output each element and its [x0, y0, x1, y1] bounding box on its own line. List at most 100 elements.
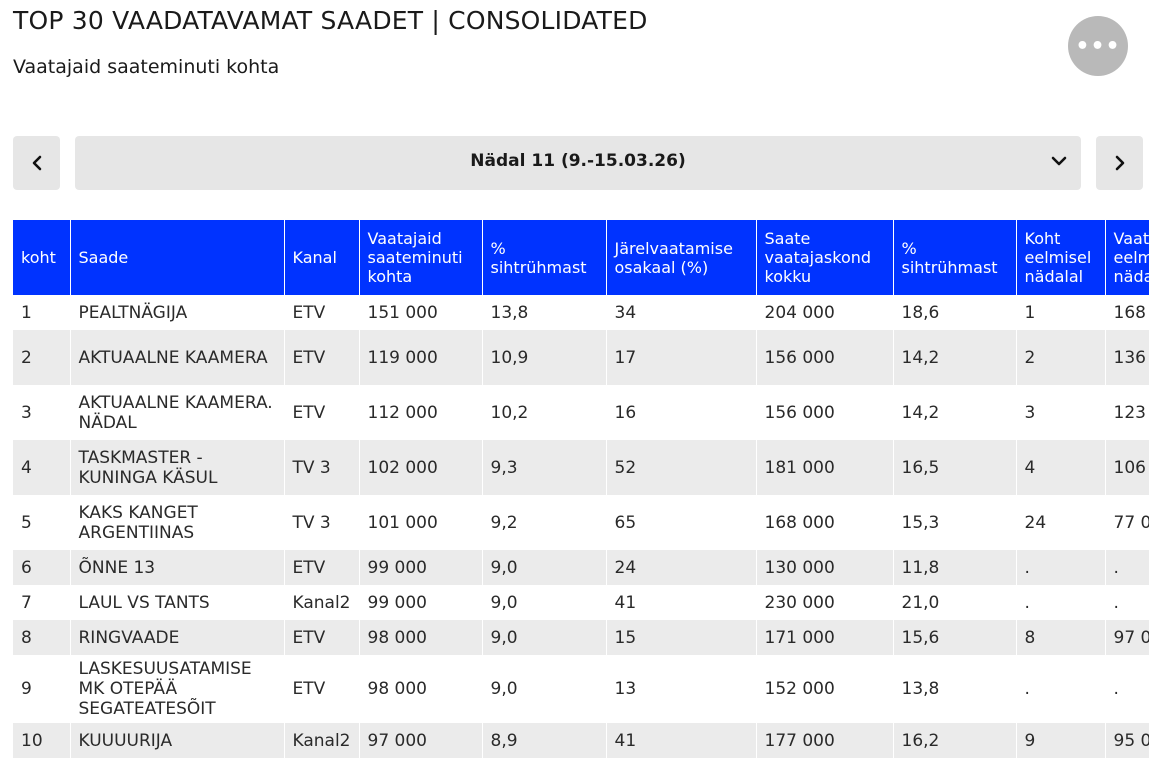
- column-header-show[interactable]: Saade: [70, 220, 285, 295]
- next-week-button[interactable]: [1096, 136, 1143, 190]
- week-select[interactable]: Nädal 11 (9.-15.03.26): [75, 136, 1081, 190]
- cell-previous-viewers: 123 000: [1105, 385, 1149, 440]
- ratings-table-container[interactable]: koht Saade Kanal Vaatajaid saateminuti koht…: [13, 220, 1149, 768]
- table-row: 2 AKTUAALNE KAAMERA ETV 119 000 10,9 17 156 00…: [13, 330, 1149, 385]
- cell-target-share: 9,0: [482, 585, 607, 620]
- table-row: 9 LASKESUUSATAMISE MK OTEPÄÄ SEGATEATESÕI…: [13, 655, 1149, 723]
- chevron-right-icon: [1115, 155, 1124, 171]
- cell-rank: 5: [13, 495, 71, 550]
- cell-target-share: 10,9: [482, 330, 607, 385]
- column-header-channel[interactable]: Kanal: [284, 220, 360, 295]
- cell-target-share: 9,0: [482, 655, 607, 723]
- table-row: 5 KAKS KANGET ARGENTIINAS TV 3 101 000 9,2 65…: [13, 495, 1149, 550]
- cell-viewers-per-minute: 98 000: [359, 620, 483, 655]
- cell-viewers-per-minute: 119 000: [359, 330, 483, 385]
- cell-viewers-per-minute: 112 000: [359, 385, 483, 440]
- cell-catchup-share: 15: [606, 620, 757, 655]
- cell-show: KUUUURIJA: [70, 723, 285, 758]
- cell-rank: 6: [13, 550, 71, 585]
- cell-target-share: 8,9: [482, 723, 607, 758]
- cell-rank: 2: [13, 330, 71, 385]
- table-row: 3 AKTUAALNE KAAMERA. NÄDAL ETV 112 000 10,2 1…: [13, 385, 1149, 440]
- cell-channel: ETV: [284, 330, 360, 385]
- column-header-rank[interactable]: koht: [13, 220, 71, 295]
- cell-viewers-per-minute: 99 000: [359, 550, 483, 585]
- cell-total-target-share: 14,2: [893, 330, 1017, 385]
- cell-total-target-share: 16,5: [893, 440, 1017, 495]
- cell-previous-rank: 9: [1016, 723, 1106, 758]
- column-header-viewers-per-minute[interactable]: Vaatajaid saateminuti kohta: [359, 220, 483, 295]
- cell-target-share: 9,0: [482, 620, 607, 655]
- cell-viewers-per-minute: 98 000: [359, 655, 483, 723]
- cell-rank: 9: [13, 655, 71, 723]
- cell-previous-viewers: .: [1105, 585, 1149, 620]
- cell-total-audience: 230 000: [756, 585, 894, 620]
- cell-catchup-share: 41: [606, 585, 757, 620]
- cell-show: RINGVAADE: [70, 620, 285, 655]
- cell-total-audience: 204 000: [756, 295, 894, 330]
- table-row: 8 RINGVAADE ETV 98 000 9,0 15 171 000 15,6 8 97 0…: [13, 620, 1149, 655]
- cell-previous-rank: 24: [1016, 495, 1106, 550]
- table-row: 10 KUUUURIJA Kanal2 97 000 8,9 41 177 000 16,2 9…: [13, 723, 1149, 758]
- cell-total-target-share: 15,3: [893, 495, 1017, 550]
- cell-catchup-share: 17: [606, 330, 757, 385]
- cell-channel: Kanal2: [284, 585, 360, 620]
- cell-previous-viewers: 136 000: [1105, 330, 1149, 385]
- cell-show: KAKS KANGET ARGENTIINAS: [70, 495, 285, 550]
- column-header-total-target-share[interactable]: % sihtrühmast: [893, 220, 1017, 295]
- cell-total-target-share: 11,8: [893, 550, 1017, 585]
- cell-total-audience: 171 000: [756, 620, 894, 655]
- cell-previous-rank: 1: [1016, 295, 1106, 330]
- cell-channel: ETV: [284, 620, 360, 655]
- cell-previous-rank: .: [1016, 585, 1106, 620]
- cell-channel: Kanal2: [284, 723, 360, 758]
- cell-target-share: 9,0: [482, 550, 607, 585]
- cell-target-share: 13,8: [482, 295, 607, 330]
- cell-rank: 7: [13, 585, 71, 620]
- more-options-button[interactable]: •••: [1068, 16, 1128, 76]
- table-header-row: koht Saade Kanal Vaatajaid saateminuti koht…: [13, 220, 1149, 295]
- cell-total-audience: 181 000: [756, 440, 894, 495]
- chevron-down-icon: [1051, 156, 1067, 166]
- cell-total-target-share: 14,2: [893, 385, 1017, 440]
- cell-viewers-per-minute: 102 000: [359, 440, 483, 495]
- cell-show: ÕNNE 13: [70, 550, 285, 585]
- cell-previous-viewers: .: [1105, 655, 1149, 723]
- column-header-previous-viewers[interactable]: Vaatajaid eelmisel nädalal: [1105, 220, 1149, 295]
- page-title: TOP 30 VAADATAVAMAT SAADET | CONSOLIDATE…: [13, 6, 648, 35]
- cell-target-share: 10,2: [482, 385, 607, 440]
- cell-rank: 8: [13, 620, 71, 655]
- cell-channel: TV 3: [284, 440, 360, 495]
- cell-channel: ETV: [284, 655, 360, 723]
- cell-channel: ETV: [284, 385, 360, 440]
- table-row: 1 PEALTNÄGIJA ETV 151 000 13,8 34 204 000 18,6 1…: [13, 295, 1149, 330]
- cell-total-audience: 152 000: [756, 655, 894, 723]
- cell-show: AKTUAALNE KAAMERA: [70, 330, 285, 385]
- chevron-left-icon: [32, 155, 41, 171]
- column-header-total-audience[interactable]: Saate vaatajaskond kokku: [756, 220, 894, 295]
- cell-previous-viewers: 106 000: [1105, 440, 1149, 495]
- previous-week-button[interactable]: [13, 136, 60, 190]
- table-row: 7 LAUL VS TANTS Kanal2 99 000 9,0 41 230 000 21…: [13, 585, 1149, 620]
- cell-total-audience: 168 000: [756, 495, 894, 550]
- cell-show: PEALTNÄGIJA: [70, 295, 285, 330]
- column-header-target-share[interactable]: % sihtrühmast: [482, 220, 607, 295]
- cell-show: LASKESUUSATAMISE MK OTEPÄÄ SEGATEATESÕIT: [70, 655, 285, 723]
- column-header-catchup-share[interactable]: Järelvaatamise osakaal (%): [606, 220, 757, 295]
- table-body: 1 PEALTNÄGIJA ETV 151 000 13,8 34 204 000 18,6 1…: [13, 295, 1149, 758]
- cell-catchup-share: 16: [606, 385, 757, 440]
- cell-previous-viewers: .: [1105, 550, 1149, 585]
- cell-previous-rank: 8: [1016, 620, 1106, 655]
- cell-total-target-share: 16,2: [893, 723, 1017, 758]
- cell-viewers-per-minute: 151 000: [359, 295, 483, 330]
- cell-catchup-share: 13: [606, 655, 757, 723]
- cell-previous-viewers: 77 000: [1105, 495, 1149, 550]
- cell-total-target-share: 21,0: [893, 585, 1017, 620]
- column-header-previous-rank[interactable]: Koht eelmisel nädalal: [1016, 220, 1106, 295]
- cell-total-target-share: 15,6: [893, 620, 1017, 655]
- cell-previous-rank: 3: [1016, 385, 1106, 440]
- cell-target-share: 9,2: [482, 495, 607, 550]
- cell-total-audience: 156 000: [756, 330, 894, 385]
- more-horizontal-icon: •••: [1075, 33, 1121, 59]
- cell-viewers-per-minute: 99 000: [359, 585, 483, 620]
